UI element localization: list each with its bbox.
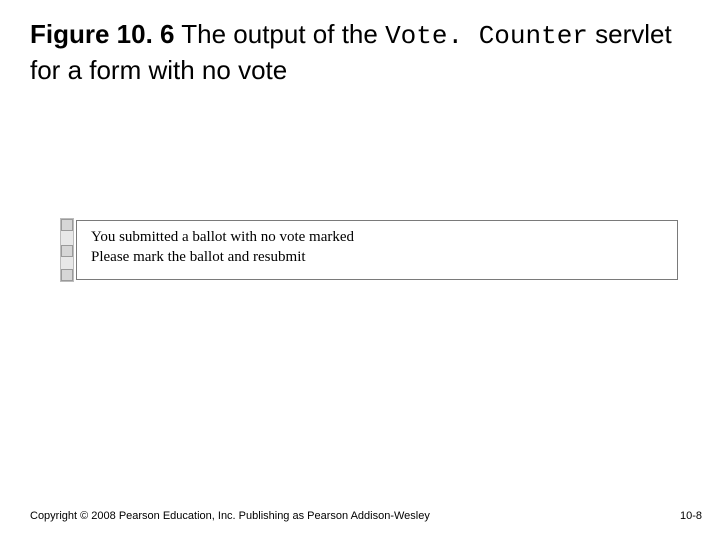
scrollbar-track[interactable] — [60, 218, 74, 282]
caption-text-before: The output of the — [175, 19, 386, 49]
scroll-down-icon[interactable] — [61, 269, 73, 281]
scroll-up-icon[interactable] — [61, 219, 73, 231]
browser-output-text: You submitted a ballot with no vote mark… — [91, 227, 354, 268]
copyright-text: Copyright © 2008 Pearson Education, Inc.… — [30, 510, 430, 522]
output-line-2: Please mark the ballot and resubmit — [91, 247, 354, 267]
page-number: 10-8 — [680, 510, 702, 522]
figure-label: Figure 10. 6 — [30, 19, 175, 49]
slide-page: Figure 10. 6 The output of the Vote. Cou… — [0, 0, 720, 540]
caption-mono: Vote. Counter — [385, 21, 588, 51]
browser-output-box: You submitted a ballot with no vote mark… — [76, 220, 678, 280]
figure-caption: Figure 10. 6 The output of the Vote. Cou… — [30, 18, 700, 88]
output-line-1: You submitted a ballot with no vote mark… — [91, 227, 354, 247]
scroll-thumb-icon[interactable] — [61, 245, 73, 257]
